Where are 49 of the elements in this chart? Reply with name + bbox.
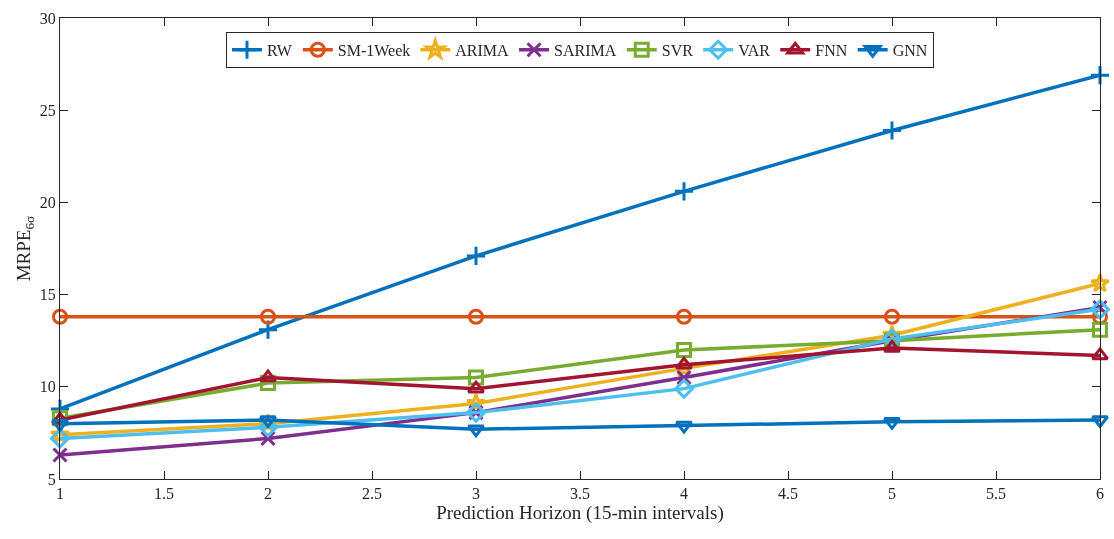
legend-label: SVR — [661, 41, 694, 59]
x-tick-label: 3.5 — [570, 485, 590, 503]
point — [676, 341, 692, 358]
point — [674, 378, 694, 399]
y-tick-label: 25 — [39, 101, 56, 119]
x-tick-label: 5.5 — [986, 485, 1006, 503]
point — [674, 420, 694, 434]
point — [258, 369, 278, 383]
point — [468, 308, 484, 325]
x-tick-label: 2 — [264, 485, 272, 503]
x-tick-label: 1 — [56, 485, 64, 503]
legend-label: SARIMA — [554, 41, 617, 59]
legend-label: RW — [267, 41, 293, 59]
point — [52, 308, 68, 325]
x-tick-label: 2.5 — [362, 485, 382, 503]
x-tick-label: 4.5 — [778, 485, 798, 503]
point — [676, 308, 692, 325]
point — [1089, 272, 1111, 293]
point — [50, 428, 70, 449]
point — [674, 356, 694, 370]
legend-label: FNN — [815, 41, 848, 59]
point — [465, 245, 487, 267]
point — [673, 180, 695, 202]
point — [466, 380, 486, 394]
point — [52, 447, 68, 464]
point — [1090, 347, 1110, 361]
y-tick-label: 30 — [39, 9, 56, 27]
point — [676, 369, 692, 386]
point — [466, 424, 486, 438]
legend-label: ARIMA — [455, 41, 510, 59]
x-axis-title: Prediction Horizon (15-min intervals) — [436, 502, 724, 525]
point — [260, 308, 276, 325]
point — [50, 418, 70, 432]
point — [1092, 321, 1108, 338]
legend-label: GNN — [892, 41, 928, 59]
x-tick-label: 1.5 — [154, 485, 174, 503]
x-tick-label: 3 — [472, 485, 480, 503]
legend-label: VAR — [738, 41, 771, 59]
x-tick-label: 6 — [1096, 485, 1104, 503]
point — [1089, 64, 1111, 86]
point — [881, 119, 903, 142]
y-tick-label: 5 — [47, 470, 56, 488]
y-tick-label: 15 — [39, 286, 56, 304]
y-tick-label: 20 — [39, 194, 56, 211]
x-tick-label: 4 — [680, 485, 688, 503]
legend-label: SM-1Week — [337, 41, 411, 59]
x-tick-label: 5 — [888, 485, 896, 503]
point — [884, 308, 900, 325]
y-tick-label: 10 — [39, 378, 56, 396]
